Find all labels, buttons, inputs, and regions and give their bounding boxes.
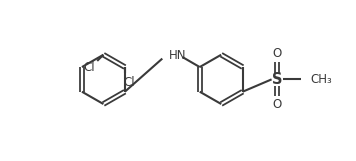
Text: CH₃: CH₃	[310, 73, 332, 86]
Text: S: S	[272, 72, 282, 87]
Text: O: O	[272, 47, 282, 61]
Text: Cl: Cl	[123, 76, 135, 89]
Text: Cl: Cl	[84, 61, 95, 74]
Text: HN: HN	[168, 49, 186, 62]
Text: O: O	[272, 98, 282, 111]
